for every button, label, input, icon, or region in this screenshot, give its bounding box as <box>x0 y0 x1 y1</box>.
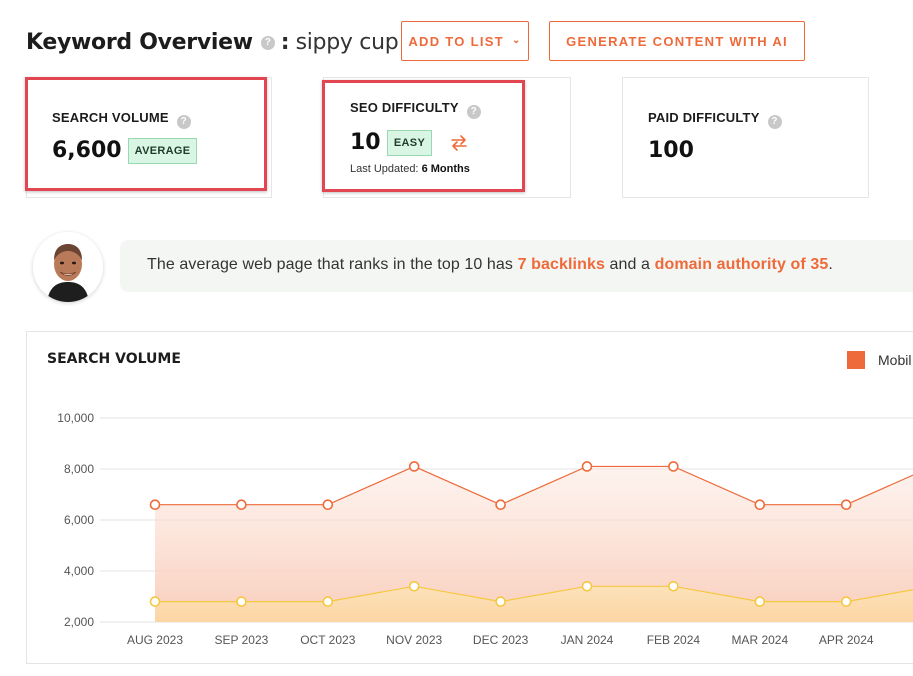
last-updated-value: 6 Months <box>421 163 470 175</box>
search-volume-chart-card <box>26 331 913 664</box>
keyword-text: sippy cup <box>295 29 399 55</box>
legend-swatch[interactable] <box>847 351 865 369</box>
seo-difficulty-badge: EASY <box>387 130 432 156</box>
insight-text-2: and a <box>604 256 655 273</box>
search-volume-label: SEARCH VOLUME? <box>52 110 191 129</box>
seo-difficulty-card <box>323 77 571 198</box>
help-icon[interactable]: ? <box>466 105 481 119</box>
search-volume-value: 6,600 <box>52 138 122 163</box>
insight-text-1: The average web page that ranks in the t… <box>147 256 518 273</box>
insight-text: The average web page that ranks in the t… <box>147 256 833 274</box>
add-to-list-label: ADD TO LIST <box>408 33 504 49</box>
insight-banner <box>120 240 913 292</box>
title-separator: : <box>280 29 290 55</box>
search-volume-badge: AVERAGE <box>128 138 197 164</box>
seo-difficulty-label: SEO DIFFICULTY? <box>350 100 481 119</box>
search-volume-label-text: SEARCH VOLUME <box>52 110 169 125</box>
paid-difficulty-label-text: PAID DIFFICULTY <box>648 110 760 125</box>
chevron-down-icon: ⌄ <box>511 34 522 46</box>
help-icon[interactable]: ? <box>176 115 191 129</box>
refresh-icon[interactable] <box>449 134 469 152</box>
legend-label[interactable]: Mobil <box>878 352 912 368</box>
add-to-list-button[interactable]: ADD TO LIST ⌄ <box>401 21 529 61</box>
last-updated-prefix: Last Updated: <box>350 163 419 175</box>
avatar <box>33 232 103 302</box>
search-volume-card <box>26 77 272 198</box>
insight-text-3: . <box>828 256 833 273</box>
paid-difficulty-label: PAID DIFFICULTY? <box>648 110 782 129</box>
backlinks-highlight: 7 backlinks <box>517 256 605 273</box>
page-title: Keyword Overview <box>26 29 253 55</box>
last-updated: Last Updated: 6 Months <box>350 163 470 175</box>
seo-difficulty-label-text: SEO DIFFICULTY <box>350 100 459 115</box>
help-icon[interactable]: ? <box>767 115 782 129</box>
page-header: Keyword Overview ? : sippy cup <box>26 26 399 58</box>
person-avatar-icon <box>33 232 103 302</box>
chart-title: SEARCH VOLUME <box>47 351 181 367</box>
domain-authority-highlight: domain authority of 35 <box>654 256 829 273</box>
seo-difficulty-value: 10 <box>350 130 381 155</box>
generate-content-button[interactable]: GENERATE CONTENT WITH AI <box>549 21 805 61</box>
paid-difficulty-value: 100 <box>648 138 694 163</box>
paid-difficulty-card <box>622 77 869 198</box>
generate-content-label: GENERATE CONTENT WITH AI <box>566 33 788 49</box>
help-icon[interactable]: ? <box>260 36 275 50</box>
